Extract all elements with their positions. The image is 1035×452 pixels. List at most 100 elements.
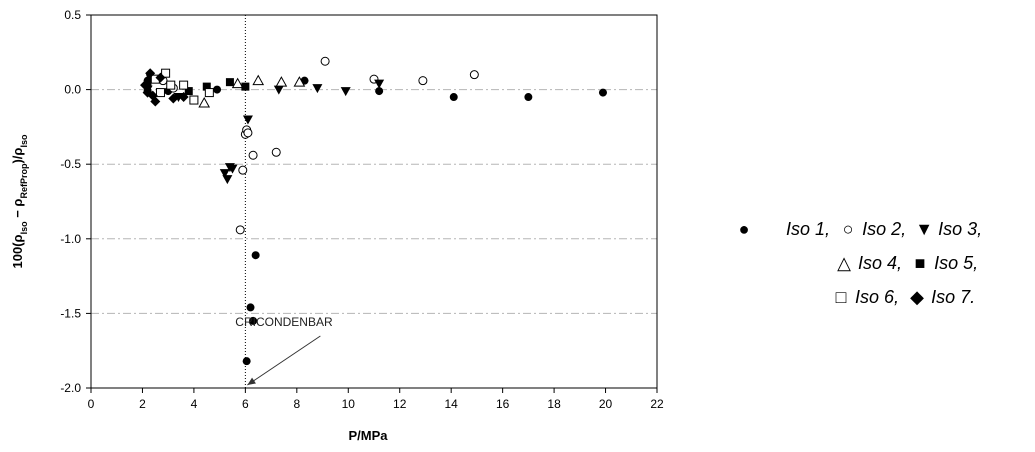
legend-label-iso3: Iso 3, <box>938 219 983 239</box>
legend-label-iso5: Iso 5, <box>934 253 979 273</box>
annotation-arrow <box>247 335 321 386</box>
y-tick-label: -1.5 <box>60 306 81 320</box>
point-iso3 <box>273 85 284 95</box>
legend-label-iso6: Iso 6, <box>855 287 900 307</box>
x-tick-label: 16 <box>496 397 510 411</box>
point-iso5 <box>184 87 193 96</box>
point-iso1 <box>449 93 458 102</box>
point-iso3 <box>374 79 385 89</box>
filled-circle-icon: ● <box>738 219 750 239</box>
point-iso3 <box>242 115 253 125</box>
point-iso2 <box>271 147 281 157</box>
point-iso6 <box>166 80 176 90</box>
point-iso7 <box>145 68 156 79</box>
point-iso2 <box>248 150 258 160</box>
legend-label-iso2: Iso 2, <box>862 219 907 239</box>
x-tick-label: 2 <box>139 397 146 411</box>
x-tick-label: 10 <box>342 397 356 411</box>
point-iso4 <box>293 76 306 87</box>
annotation-arrowhead <box>247 377 256 385</box>
point-iso3 <box>219 169 230 179</box>
legend-row: □ Iso 6, ◆ Iso 7. <box>735 280 1030 314</box>
cricondenbar-annotation: CRICONDENBAR <box>235 315 333 386</box>
point-iso6 <box>155 88 165 98</box>
x-tick-label: 18 <box>547 397 561 411</box>
y-axis-label-part: 100(ρ <box>10 234 25 268</box>
x-tick-label: 20 <box>599 397 613 411</box>
open-triangle-icon: △ <box>837 253 851 273</box>
legend-row: △ Iso 4, ■ Iso 5, <box>735 246 1030 280</box>
y-axis-label-part: Iso <box>19 134 29 148</box>
y-axis-label-part: RefProp <box>19 163 29 199</box>
point-iso2 <box>238 165 248 175</box>
filled-square-icon: ■ <box>914 253 926 273</box>
y-axis-label-part: )/ρ <box>10 148 25 164</box>
point-iso5 <box>225 78 234 87</box>
point-iso1 <box>242 357 251 366</box>
point-iso3 <box>340 87 351 97</box>
x-tick-label: 0 <box>88 397 95 411</box>
annotation-label: CRICONDENBAR <box>235 315 333 329</box>
y-axis-ticks: 0.5 0.0 -0.5 -1.0 -1.5 -2.0 <box>60 8 91 395</box>
gridlines <box>91 89 657 314</box>
x-tick-label: 6 <box>242 397 249 411</box>
point-iso4 <box>231 77 244 89</box>
point-iso3 <box>227 164 238 174</box>
y-tick-label: -1.0 <box>60 232 81 246</box>
point-iso1 <box>213 85 222 94</box>
point-iso2 <box>320 56 330 66</box>
point-iso2 <box>243 128 253 138</box>
y-axis-label-part: Iso <box>19 221 29 235</box>
legend: ● Iso 1, ○ Iso 2, ▼ Iso 3, △ Iso 4, ■ Is… <box>735 212 1030 314</box>
point-iso4 <box>198 96 211 108</box>
y-tick-label: -2.0 <box>60 381 81 395</box>
point-iso3 <box>222 175 233 185</box>
y-tick-label: 0.0 <box>64 83 81 97</box>
point-iso6 <box>189 95 199 105</box>
y-axis-label: 100(ρIso − ρRefProp)/ρIso <box>10 134 29 268</box>
point-iso1 <box>598 88 607 97</box>
point-iso1 <box>524 93 533 102</box>
point-iso7 <box>150 96 161 107</box>
point-iso1 <box>251 251 260 260</box>
point-iso6 <box>179 80 189 90</box>
point-iso2 <box>418 76 428 86</box>
point-iso6 <box>204 88 214 98</box>
point-iso7 <box>140 80 151 91</box>
point-iso2 <box>469 70 479 80</box>
point-iso5 <box>202 82 211 91</box>
x-tick-label: 14 <box>445 397 459 411</box>
x-tick-label: 12 <box>393 397 407 411</box>
point-iso7 <box>155 72 166 83</box>
open-square-icon: □ <box>835 287 847 307</box>
point-iso5 <box>241 82 250 91</box>
point-iso2 <box>235 225 245 235</box>
x-axis-ticks: 0 2 4 6 8 10 12 14 16 18 20 22 <box>88 388 664 411</box>
point-iso4 <box>252 74 265 86</box>
plot-frame <box>90 14 658 389</box>
filled-triangle-down-icon: ▼ <box>915 219 934 239</box>
point-iso4 <box>275 76 288 87</box>
point-iso1 <box>249 316 258 325</box>
open-circle-icon: ○ <box>842 219 854 239</box>
point-iso3 <box>312 84 323 94</box>
point-iso6 <box>161 68 171 78</box>
x-tick-label: 8 <box>293 397 300 411</box>
x-axis-label: P/MPa <box>348 428 388 443</box>
legend-label-iso4: Iso 4, <box>858 253 903 273</box>
data-points <box>140 56 607 366</box>
x-tick-label: 4 <box>191 397 198 411</box>
point-iso1 <box>375 87 384 96</box>
y-axis-label-part: − ρ <box>10 199 25 222</box>
y-tick-label: 0.5 <box>64 8 81 22</box>
point-iso7 <box>178 92 189 103</box>
point-iso7 <box>168 93 179 104</box>
point-iso1 <box>246 303 255 312</box>
legend-label-iso1: Iso 1, <box>786 219 831 239</box>
y-tick-label: -0.5 <box>60 157 81 171</box>
legend-row: ● Iso 1, ○ Iso 2, ▼ Iso 3, <box>735 212 1030 246</box>
legend-label-iso7: Iso 7. <box>931 287 976 307</box>
x-tick-label: 22 <box>650 397 664 411</box>
scatter-chart: 0 2 4 6 8 10 12 14 16 18 20 22 0.5 0.0 -0.5 -1.0 -1.5 -2… <box>10 8 664 443</box>
filled-diamond-icon: ◆ <box>910 287 924 307</box>
